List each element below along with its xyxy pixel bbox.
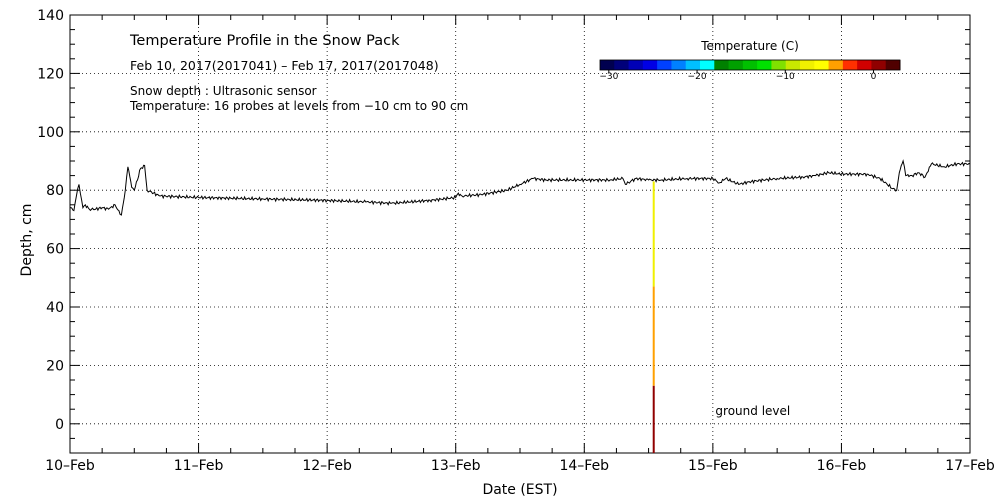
y-tick-label: 40: [46, 300, 64, 316]
temperature-probe-column: [652, 181, 655, 453]
note-snow-depth: Snow depth : Ultrasonic sensor: [130, 84, 317, 98]
colorbar-cell: [742, 60, 758, 70]
colorbar-cell: [600, 60, 615, 70]
colorbar-cell: [657, 60, 672, 70]
colorbar-cell: [871, 60, 887, 70]
colorbar-tick-label: −10: [776, 72, 795, 82]
colorbar-frame: [599, 59, 901, 71]
colorbar-cell: [671, 60, 687, 70]
y-tick-label: 80: [46, 183, 64, 199]
grid-lines: [70, 15, 970, 453]
y-tick-label: 140: [37, 8, 64, 24]
y-tick-label: 0: [55, 417, 64, 433]
x-tick-label: 16–Feb: [817, 458, 867, 474]
colorbar-tick-label: −20: [688, 72, 707, 82]
chart-subtitle: Feb 10, 2017(2017041) – Feb 17, 2017(201…: [130, 58, 439, 73]
colorbar-cell: [885, 60, 901, 70]
colorbar-cells: [600, 60, 901, 70]
colorbar-cell: [857, 60, 872, 70]
colorbar-cell: [642, 60, 658, 70]
colorbar-tick-label: 0: [871, 72, 877, 82]
y-tick-label: 20: [46, 358, 64, 374]
x-tick-label: 13–Feb: [431, 458, 481, 474]
colorbar-cell: [828, 60, 844, 70]
y-tick-labels: 0 20 40 60 80 100 120 140: [37, 8, 64, 433]
colorbar-cell: [700, 60, 715, 70]
colorbar-cell: [771, 60, 787, 70]
colorbar-cell: [785, 60, 801, 70]
x-axis-label: Date (EST): [482, 482, 557, 498]
snow-depth-line: [69, 159, 971, 216]
x-tick-label: 15–Feb: [688, 458, 738, 474]
temperature-colorbar: Temperature (C) −30 −20 −10 0: [599, 39, 901, 82]
colorbar-tick-label: −30: [599, 72, 618, 82]
colorbar-cell: [628, 60, 644, 70]
y-tick-label: 120: [37, 66, 64, 82]
probe-segment: [652, 385, 655, 453]
colorbar-ticks: −30 −20 −10 0: [599, 70, 877, 82]
probe-segment: [652, 286, 655, 386]
axis-ticks: [69, 14, 971, 454]
y-tick-label: 100: [37, 125, 64, 141]
colorbar-cell: [685, 60, 701, 70]
ground-level-annotation: ground level: [715, 404, 790, 418]
colorbar-cell: [800, 60, 815, 70]
x-tick-label: 17–Feb: [945, 458, 995, 474]
x-tick-label: 10–Feb: [45, 458, 95, 474]
x-tick-label: 14–Feb: [559, 458, 609, 474]
colorbar-cell: [814, 60, 830, 70]
colorbar-cell: [614, 60, 630, 70]
probe-segment: [652, 181, 655, 287]
colorbar-cell: [714, 60, 730, 70]
colorbar-title: Temperature (C): [700, 39, 799, 53]
colorbar-cell: [842, 60, 858, 70]
colorbar-cell: [757, 60, 772, 70]
x-tick-label: 12–Feb: [302, 458, 352, 474]
x-tick-label: 11–Feb: [174, 458, 224, 474]
x-tick-labels: 10–Feb 11–Feb 12–Feb 13–Feb 14–Feb 15–Feb 16–F…: [45, 458, 995, 474]
y-tick-label: 60: [46, 242, 64, 258]
chart-title: Temperature Profile in the Snow Pack: [129, 33, 400, 49]
colorbar-cell: [728, 60, 744, 70]
y-axis-label: Depth, cm: [19, 204, 35, 277]
note-temperature: Temperature: 16 probes at levels from −1…: [129, 99, 468, 113]
plot-frame: [69, 14, 971, 454]
